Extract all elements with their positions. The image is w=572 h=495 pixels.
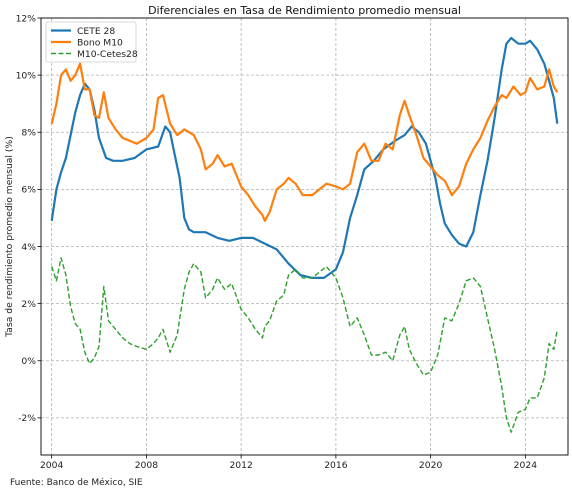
legend-label: CETE 28	[77, 26, 115, 37]
source-footnote: Fuente: Banco de México, SIE	[10, 478, 143, 488]
y-tick-label: 2%	[21, 299, 36, 310]
plot-frame	[40, 17, 569, 456]
axis-ticks: 2004 2008 2012 2016 2020 2024 -2% 0% 2% 4% 6% 8% 10%…	[16, 13, 538, 471]
x-tick-label: 2016	[324, 460, 348, 471]
series-line-3	[51, 257, 558, 433]
series-lines	[50, 36, 559, 433]
x-tick-label: 2004	[40, 460, 64, 471]
chart-title: Diferenciales en Tasa de Rendimiento pro…	[148, 4, 461, 17]
x-tick-label: 2008	[135, 460, 159, 471]
x-tick-label: 2012	[229, 460, 252, 471]
legend-label: Bono M10	[77, 37, 123, 48]
y-tick-label: 4%	[21, 242, 36, 253]
y-tick-label: -2%	[18, 413, 36, 424]
y-tick-label: 12%	[16, 13, 37, 24]
series-line-2	[50, 62, 559, 222]
x-tick-label: 2020	[419, 460, 443, 471]
legend-label: M10-Cetes28	[77, 49, 138, 60]
y-tick-label: 0%	[21, 356, 36, 367]
legend-box	[45, 21, 137, 63]
y-axis-label: Tasa de rendimiento promedio mensual (%)	[4, 136, 15, 338]
x-tick-label: 2024	[514, 460, 538, 471]
y-tick-label: 10%	[16, 70, 37, 81]
y-tick-label: 8%	[21, 128, 36, 139]
y-tick-label: 6%	[21, 185, 36, 196]
series-line-1	[50, 36, 559, 279]
